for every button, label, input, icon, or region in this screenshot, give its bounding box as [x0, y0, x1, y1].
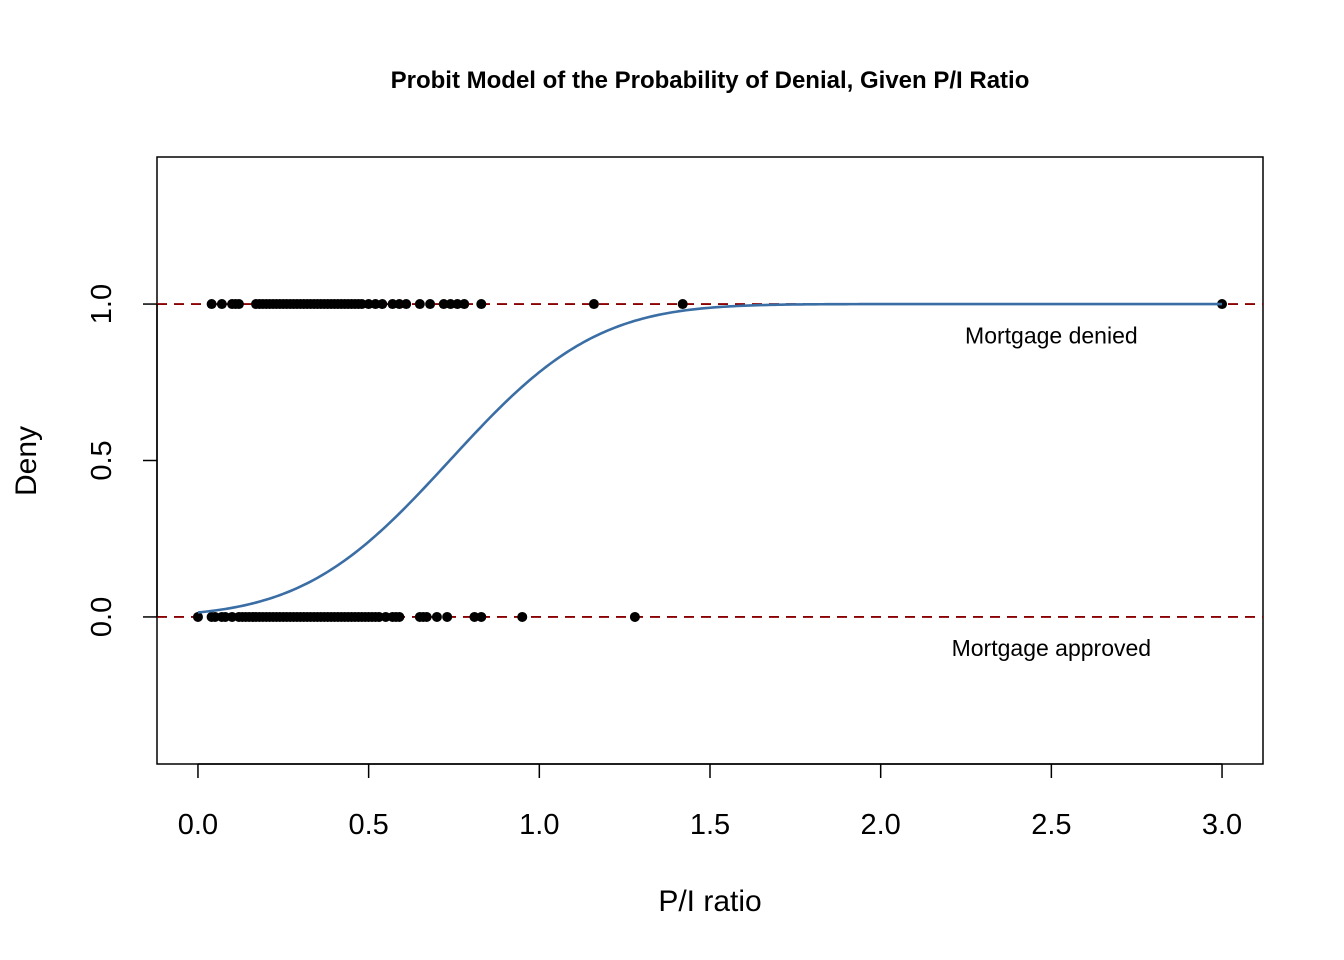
x-tick-label: 0.5 — [348, 809, 388, 841]
reference-lines — [157, 303, 1263, 618]
y-axis: 0.0 0.5 1.0 — [86, 284, 158, 637]
plot-area-frame — [156, 156, 1264, 765]
annotations: Mortgage denied Mortgage approved — [952, 322, 1151, 661]
data-point-s0-51 — [677, 299, 688, 310]
x-tick-label: 1.0 — [519, 809, 559, 841]
data-point-s0-42 — [401, 299, 412, 310]
x-tick-label: 3.0 — [1202, 809, 1242, 841]
data-point-s0-48 — [459, 299, 470, 310]
data-point-s1-59 — [517, 611, 528, 622]
probit-fit-curve — [197, 302, 1223, 614]
data-point-s1-0 — [192, 611, 203, 622]
data-point-s1-54 — [421, 611, 432, 622]
annotation-label: Mortgage approved — [952, 635, 1151, 661]
chart-title: Probit Model of the Probability of Denia… — [391, 67, 1030, 94]
y-axis-label: Deny — [10, 426, 43, 496]
y-tick-label: 0.0 — [86, 597, 118, 637]
data-point-s0-39 — [377, 299, 388, 310]
data-point-s0-44 — [425, 299, 436, 310]
data-point-s0-1 — [216, 299, 227, 310]
annotation-label: Mortgage denied — [965, 322, 1138, 348]
data-point-s1-56 — [442, 611, 453, 622]
data-point-s0-49 — [476, 299, 487, 310]
probit-curve-layer — [197, 302, 1223, 614]
x-tick-label: 2.5 — [1031, 809, 1071, 841]
data-point-s0-0 — [206, 299, 217, 310]
x-axis: 0.0 0.5 1.0 1.5 2.0 2.5 3.0 — [178, 763, 1242, 841]
data-point-s0-43 — [414, 299, 425, 310]
x-tick-label: 2.0 — [861, 809, 901, 841]
data-point-s1-60 — [629, 611, 640, 622]
data-point-s1-55 — [431, 611, 442, 622]
data-point-s1-51 — [394, 611, 405, 622]
y-tick-label: 0.5 — [86, 440, 118, 480]
y-tick-label: 1.0 — [86, 284, 118, 324]
x-tick-label: 1.5 — [690, 809, 730, 841]
data-point-s0-50 — [588, 299, 599, 310]
data-points — [192, 299, 1228, 622]
data-point-s1-58 — [476, 611, 487, 622]
x-tick-label: 0.0 — [178, 809, 218, 841]
x-axis-label: P/I ratio — [658, 885, 761, 918]
data-point-s0-4 — [233, 299, 244, 310]
